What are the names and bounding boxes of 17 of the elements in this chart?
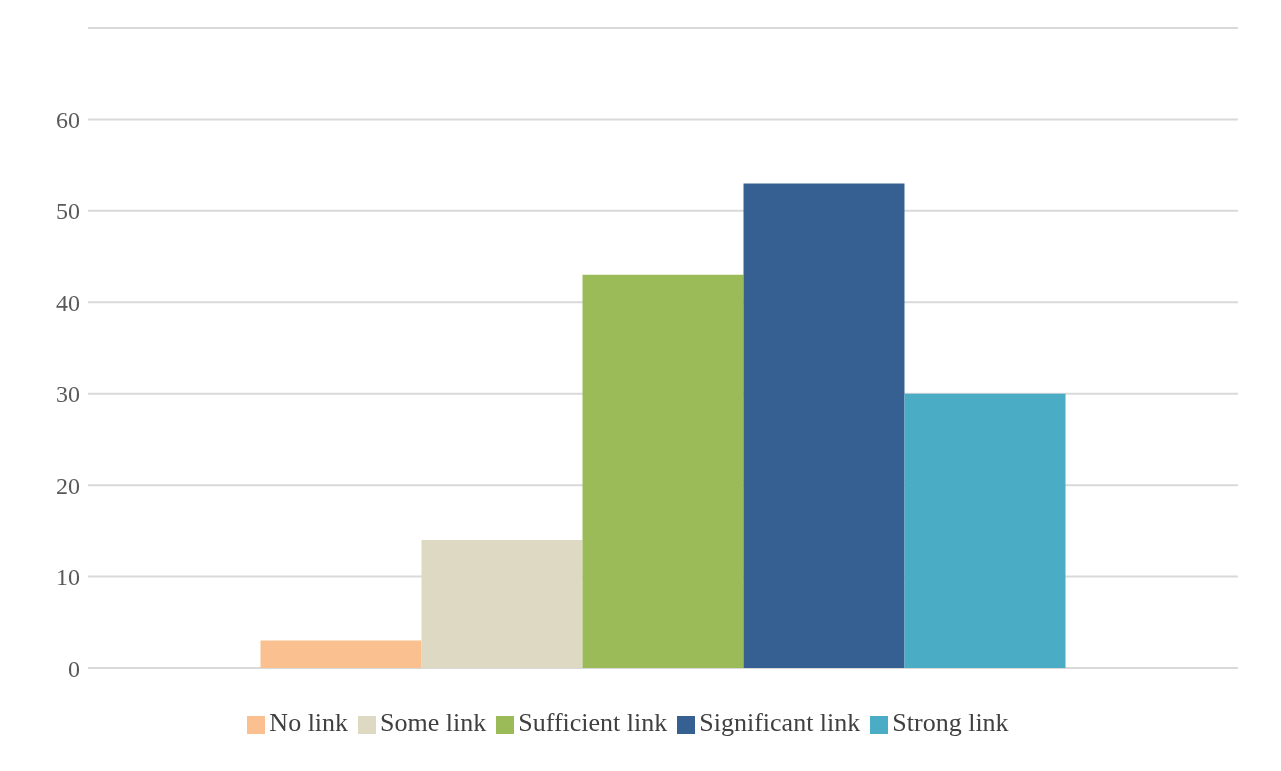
- bar: [743, 183, 905, 668]
- bar: [904, 393, 1066, 668]
- legend-label: Significant link: [699, 708, 861, 737]
- y-tick-label: 10: [56, 564, 80, 591]
- y-tick-label: 40: [56, 289, 80, 316]
- y-tick-label: 60: [56, 106, 80, 133]
- legend-label: Strong link: [892, 708, 1009, 737]
- bar: [582, 274, 744, 668]
- y-tick-label: 20: [56, 472, 80, 499]
- bar: [421, 540, 583, 668]
- legend-label: No link: [269, 708, 349, 737]
- y-tick-label: 30: [56, 381, 80, 408]
- legend-label: Some link: [380, 708, 487, 737]
- y-tick-label: 0: [68, 655, 80, 682]
- y-tick-label: 50: [56, 198, 80, 225]
- bar: [260, 640, 422, 668]
- legend-label: Sufficient link: [518, 708, 668, 737]
